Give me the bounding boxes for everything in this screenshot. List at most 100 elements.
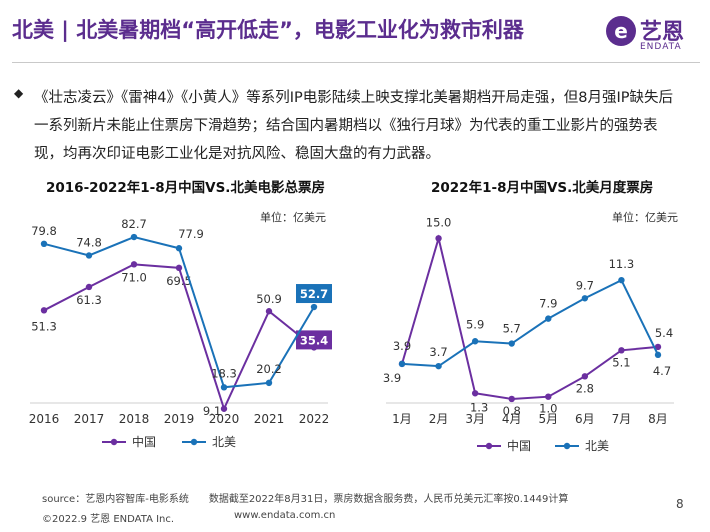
x-tick-label: 1月 — [392, 412, 412, 426]
x-tick-label: 8月 — [648, 412, 668, 426]
summary-bullet: ◆ 《壮志凌云》《雷神4》《小黄人》等系列IP电影陆续上映支撑北美暑期档开局走强… — [14, 84, 684, 168]
x-tick-label: 3月 — [465, 412, 485, 426]
copyright: ©2022.9 艺恩 ENDATA Inc. — [42, 514, 175, 525]
data-label: 3.9 — [393, 339, 411, 353]
chart1-title: 2016-2022年1-8月中国VS.北美电影总票房 — [46, 180, 325, 196]
data-point — [85, 252, 93, 259]
data-label: 52.7 — [300, 287, 328, 301]
data-label: 1.3 — [470, 400, 488, 414]
data-label: 11.3 — [609, 257, 635, 271]
data-label: 3.7 — [429, 345, 447, 359]
data-point — [40, 307, 48, 314]
data-point — [130, 261, 138, 268]
data-label: 5.9 — [466, 317, 484, 331]
summary-text: 《壮志凌云》《雷神4》《小黄人》等系列IP电影陆续上映支撑北美暑期档开局走强，但… — [34, 90, 673, 162]
x-tick-label: 6月 — [575, 412, 595, 426]
logo-cn-text: 艺恩 — [640, 20, 685, 45]
data-label: 5.4 — [655, 326, 673, 340]
data-label: 0.8 — [503, 404, 521, 418]
data-label: 51.3 — [31, 319, 57, 333]
logo-en-text: ENDATA — [640, 42, 682, 52]
data-point — [618, 347, 625, 354]
data-label: 77.9 — [178, 227, 204, 241]
data-label: 7.9 — [539, 297, 557, 311]
data-label: 9.7 — [576, 278, 594, 292]
legend-label: 中国 — [132, 434, 156, 449]
legend-marker — [190, 438, 198, 446]
source-note: source：艺恩内容智库-电影系统 数据截至2022年8月31日，票房数据含服… — [42, 494, 569, 505]
legend-marker — [110, 438, 118, 446]
endata-logo: e 艺恩 ENDATA — [606, 14, 696, 54]
data-point — [40, 240, 48, 247]
data-point — [545, 393, 552, 400]
legend-label: 北美 — [585, 439, 609, 453]
x-tick-label: 2月 — [429, 412, 449, 426]
diamond-bullet-icon: ◆ — [14, 86, 24, 100]
page-number: 8 — [676, 497, 684, 511]
data-label: 18.3 — [211, 366, 237, 380]
data-label: 71.0 — [121, 270, 147, 284]
x-tick-label: 4月 — [502, 412, 522, 426]
x-tick-label: 7月 — [612, 412, 632, 426]
x-tick-label: 2022 — [299, 412, 330, 426]
data-point — [508, 395, 515, 403]
data-point — [130, 233, 138, 241]
data-label-box — [296, 284, 332, 304]
data-point — [654, 343, 662, 351]
data-label: 74.8 — [76, 235, 102, 249]
data-point — [220, 384, 228, 391]
legend-label: 中国 — [507, 438, 531, 453]
data-label: 3.9 — [383, 371, 401, 385]
data-label: 5.1 — [612, 355, 630, 369]
x-tick-label: 2017 — [74, 412, 105, 426]
data-label: 35.4 — [300, 333, 328, 347]
data-point — [265, 308, 273, 315]
chart-monthly-box-office: 1月 2月 3月 4月 5月 6月 7月 8月 3.9 15.0 1.3 0.8 1.0 2.8 5.1 5.… — [383, 215, 674, 453]
data-point — [85, 283, 93, 291]
website-link[interactable]: www.endata.com.cn — [234, 510, 336, 521]
legend-label: 北美 — [212, 435, 236, 449]
data-label: 61.3 — [76, 293, 102, 307]
data-point — [310, 303, 318, 311]
x-tick-label: 2020 — [209, 412, 240, 426]
legend-marker — [563, 442, 571, 450]
chart1-unit: 单位：亿美元 — [260, 211, 326, 224]
title-divider — [12, 62, 700, 63]
series-line-0 — [401, 234, 659, 400]
endata-logo-icon: e — [606, 16, 636, 46]
data-label-box — [296, 330, 332, 350]
x-tick-label: 2018 — [119, 412, 150, 426]
chart2-title: 2022年1-8月中国VS.北美月度票房 — [431, 180, 654, 196]
data-point — [471, 338, 479, 345]
data-label: 50.9 — [256, 292, 282, 306]
header: 北美 | 北美暑期档“高开低走”，电影工业化为救市利器 e 艺恩 ENDATA — [0, 0, 710, 62]
page-title: 北美 | 北美暑期档“高开低走”，电影工业化为救市利器 — [12, 18, 524, 42]
data-label: 79.8 — [31, 224, 57, 238]
data-point — [175, 245, 183, 252]
chart2-unit: 单位：亿美元 — [612, 211, 678, 224]
data-point — [618, 276, 625, 284]
data-label: 4.7 — [653, 364, 671, 378]
x-tick-label: 2016 — [29, 412, 60, 426]
data-point — [220, 405, 228, 412]
data-point — [435, 235, 442, 242]
x-tick-label: 2019 — [164, 412, 195, 426]
data-label: 2.8 — [576, 381, 594, 395]
chart-annual-box-office: 2016 2017 2018 2019 2020 2021 2022 51.3 61.3 71.0… — [29, 217, 332, 449]
x-tick-label: 5月 — [538, 412, 558, 426]
legend-marker — [485, 442, 493, 450]
data-point — [265, 379, 273, 387]
data-point — [435, 362, 442, 370]
data-point — [471, 390, 479, 397]
data-label: 20.2 — [256, 362, 282, 376]
data-label: 9.1 — [203, 404, 221, 418]
data-label: 82.7 — [121, 217, 147, 231]
data-label: 15.0 — [426, 215, 452, 229]
data-point — [654, 351, 662, 359]
data-point — [398, 360, 406, 368]
x-tick-label: 2021 — [254, 412, 285, 426]
series-line-1 — [401, 278, 659, 368]
data-label: 1.0 — [539, 402, 557, 416]
data-point — [175, 264, 183, 272]
data-label: 69.5 — [166, 274, 192, 288]
